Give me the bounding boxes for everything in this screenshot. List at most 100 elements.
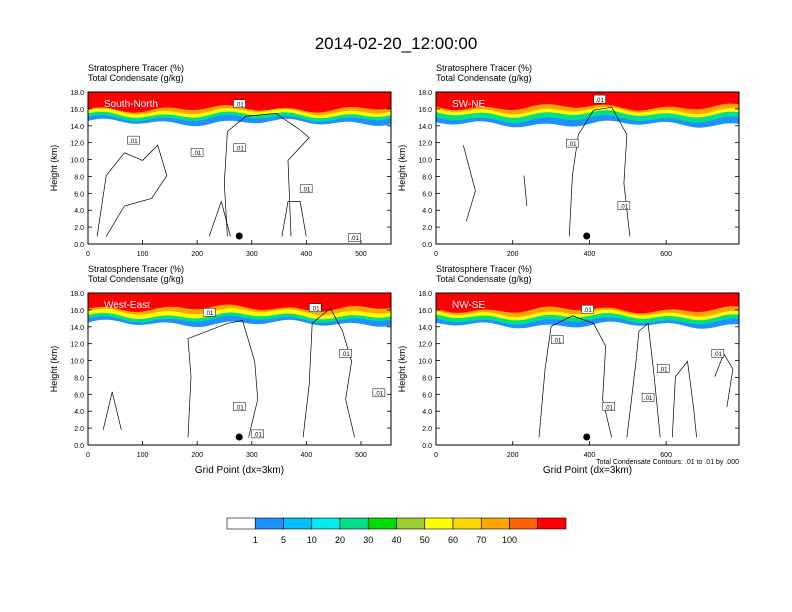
y-tick-label: 6.0 [422,191,432,198]
y-tick-label: 12.0 [70,342,84,349]
contour-label: .01 [193,151,202,157]
panel-label: SW-NE [452,99,485,110]
x-tick-label: 400 [584,452,596,459]
tracer-band-100 [436,92,739,111]
condensate-contour [568,106,631,237]
contour-label-box [348,233,361,242]
x-tick-label: 200 [191,452,203,459]
x-tick-label: 0 [434,251,438,258]
contour-label-box [233,143,246,152]
y-tick-label: 8.0 [74,375,84,382]
x-tick-label: 300 [246,251,258,258]
colorbar-swatch [367,517,397,530]
x-tick-label: 200 [507,452,519,459]
x-tick-label: 200 [191,251,203,258]
panel-subtitle-tracer: Stratosphere Tracer (%) [436,264,532,274]
contour-label: .01 [620,204,629,210]
y-axis-title: Height (km) [49,346,59,393]
contour-label: .01 [644,396,653,402]
contour-label-box [550,335,564,344]
contour-label: .01 [553,338,562,344]
contour-label: .01 [235,102,244,108]
contour-label: .01 [350,236,359,242]
colorbar-swatch [311,517,341,530]
x-axis-title: Grid Point (dx=3km) [543,465,632,476]
panel-label: West-East [104,300,150,311]
contour-label-box [339,349,352,358]
condensate-contour [187,319,259,438]
condensate-contour [302,307,355,438]
y-tick-label: 0.0 [422,242,432,249]
contour-label: .01 [254,433,263,439]
contour-label-box [372,388,386,398]
contour-label: .01 [605,405,614,411]
y-tick-label: 8.0 [74,174,84,181]
location-marker [235,433,243,441]
condensate-contour [538,315,613,438]
contour-label-box [641,393,655,402]
y-tick-label: 14.0 [418,124,432,131]
colorbar-label: 5 [281,535,286,545]
contour-label-box [251,429,264,439]
contour-label-box [233,99,246,108]
y-tick-label: 2.0 [422,426,432,433]
x-tick-label: 400 [584,251,596,258]
y-tick-label: 6.0 [74,191,84,198]
contour-label: .01 [302,188,311,194]
contour-label: .01 [568,142,577,148]
colorbar-swatch [537,517,567,530]
x-tick-label: 600 [660,452,672,459]
contour-label: .01 [659,367,668,373]
colorbar-label: 60 [448,535,458,545]
y-tick-label: 10.0 [70,359,84,366]
panel-subtitle-tracer: Stratosphere Tracer (%) [88,264,184,274]
panel-subtitle-tracer: Stratosphere Tracer (%) [436,63,532,73]
x-tick-label: 200 [507,251,519,258]
y-tick-label: 10.0 [70,158,84,165]
colorbar-swatch [226,517,256,530]
y-tick-label: 0.0 [74,242,84,249]
y-tick-label: 10.0 [418,158,432,165]
y-tick-label: 18.0 [418,90,432,97]
panel-frame [87,292,392,446]
panel-subtitle-condensate: Total Condensate (g/kg) [88,274,184,284]
contour-label-box [593,94,606,104]
y-tick-label: 12.0 [418,141,432,148]
y-tick-label: 14.0 [70,124,84,131]
y-tick-label: 16.0 [70,308,84,315]
condensate-contour [102,391,122,430]
y-tick-label: 16.0 [418,308,432,315]
y-tick-label: 10.0 [418,359,432,366]
colorbar-swatch [283,517,313,530]
condensate-contour [208,200,231,237]
colorbar-swatch [452,517,482,530]
contour-label-box [127,135,140,145]
colorbar-label: 10 [307,535,317,545]
contour-label: .01 [714,352,723,358]
colorbar-label: 20 [335,535,345,545]
x-tick-label: 0 [434,452,438,459]
contour-label-box [190,148,204,157]
contour-label-box [233,402,246,411]
contour-label: .01 [311,307,320,313]
contour-label-box [309,303,322,312]
x-tick-label: 500 [355,452,367,459]
panel-frame [435,91,740,245]
panel-sw-ne: Stratosphere Tracer (%)Total Condensate … [397,63,740,258]
x-tick-label: 0 [86,251,90,258]
x-tick-label: 600 [660,251,672,258]
panel-subtitle-condensate: Total Condensate (g/kg) [436,73,532,83]
panel-west-east: Stratosphere Tracer (%)Total Condensate … [49,264,392,476]
colorbar-label: 40 [391,535,401,545]
y-tick-label: 4.0 [74,208,84,215]
colorbar-label: 1 [253,535,258,545]
contour-label-box [657,364,670,373]
colorbar-swatch [396,517,426,530]
y-tick-label: 14.0 [418,325,432,332]
condensate-contour [281,201,307,237]
colorbar-swatch [424,517,454,530]
y-tick-label: 18.0 [70,291,84,298]
location-marker [583,232,591,240]
y-tick-label: 8.0 [422,174,432,181]
